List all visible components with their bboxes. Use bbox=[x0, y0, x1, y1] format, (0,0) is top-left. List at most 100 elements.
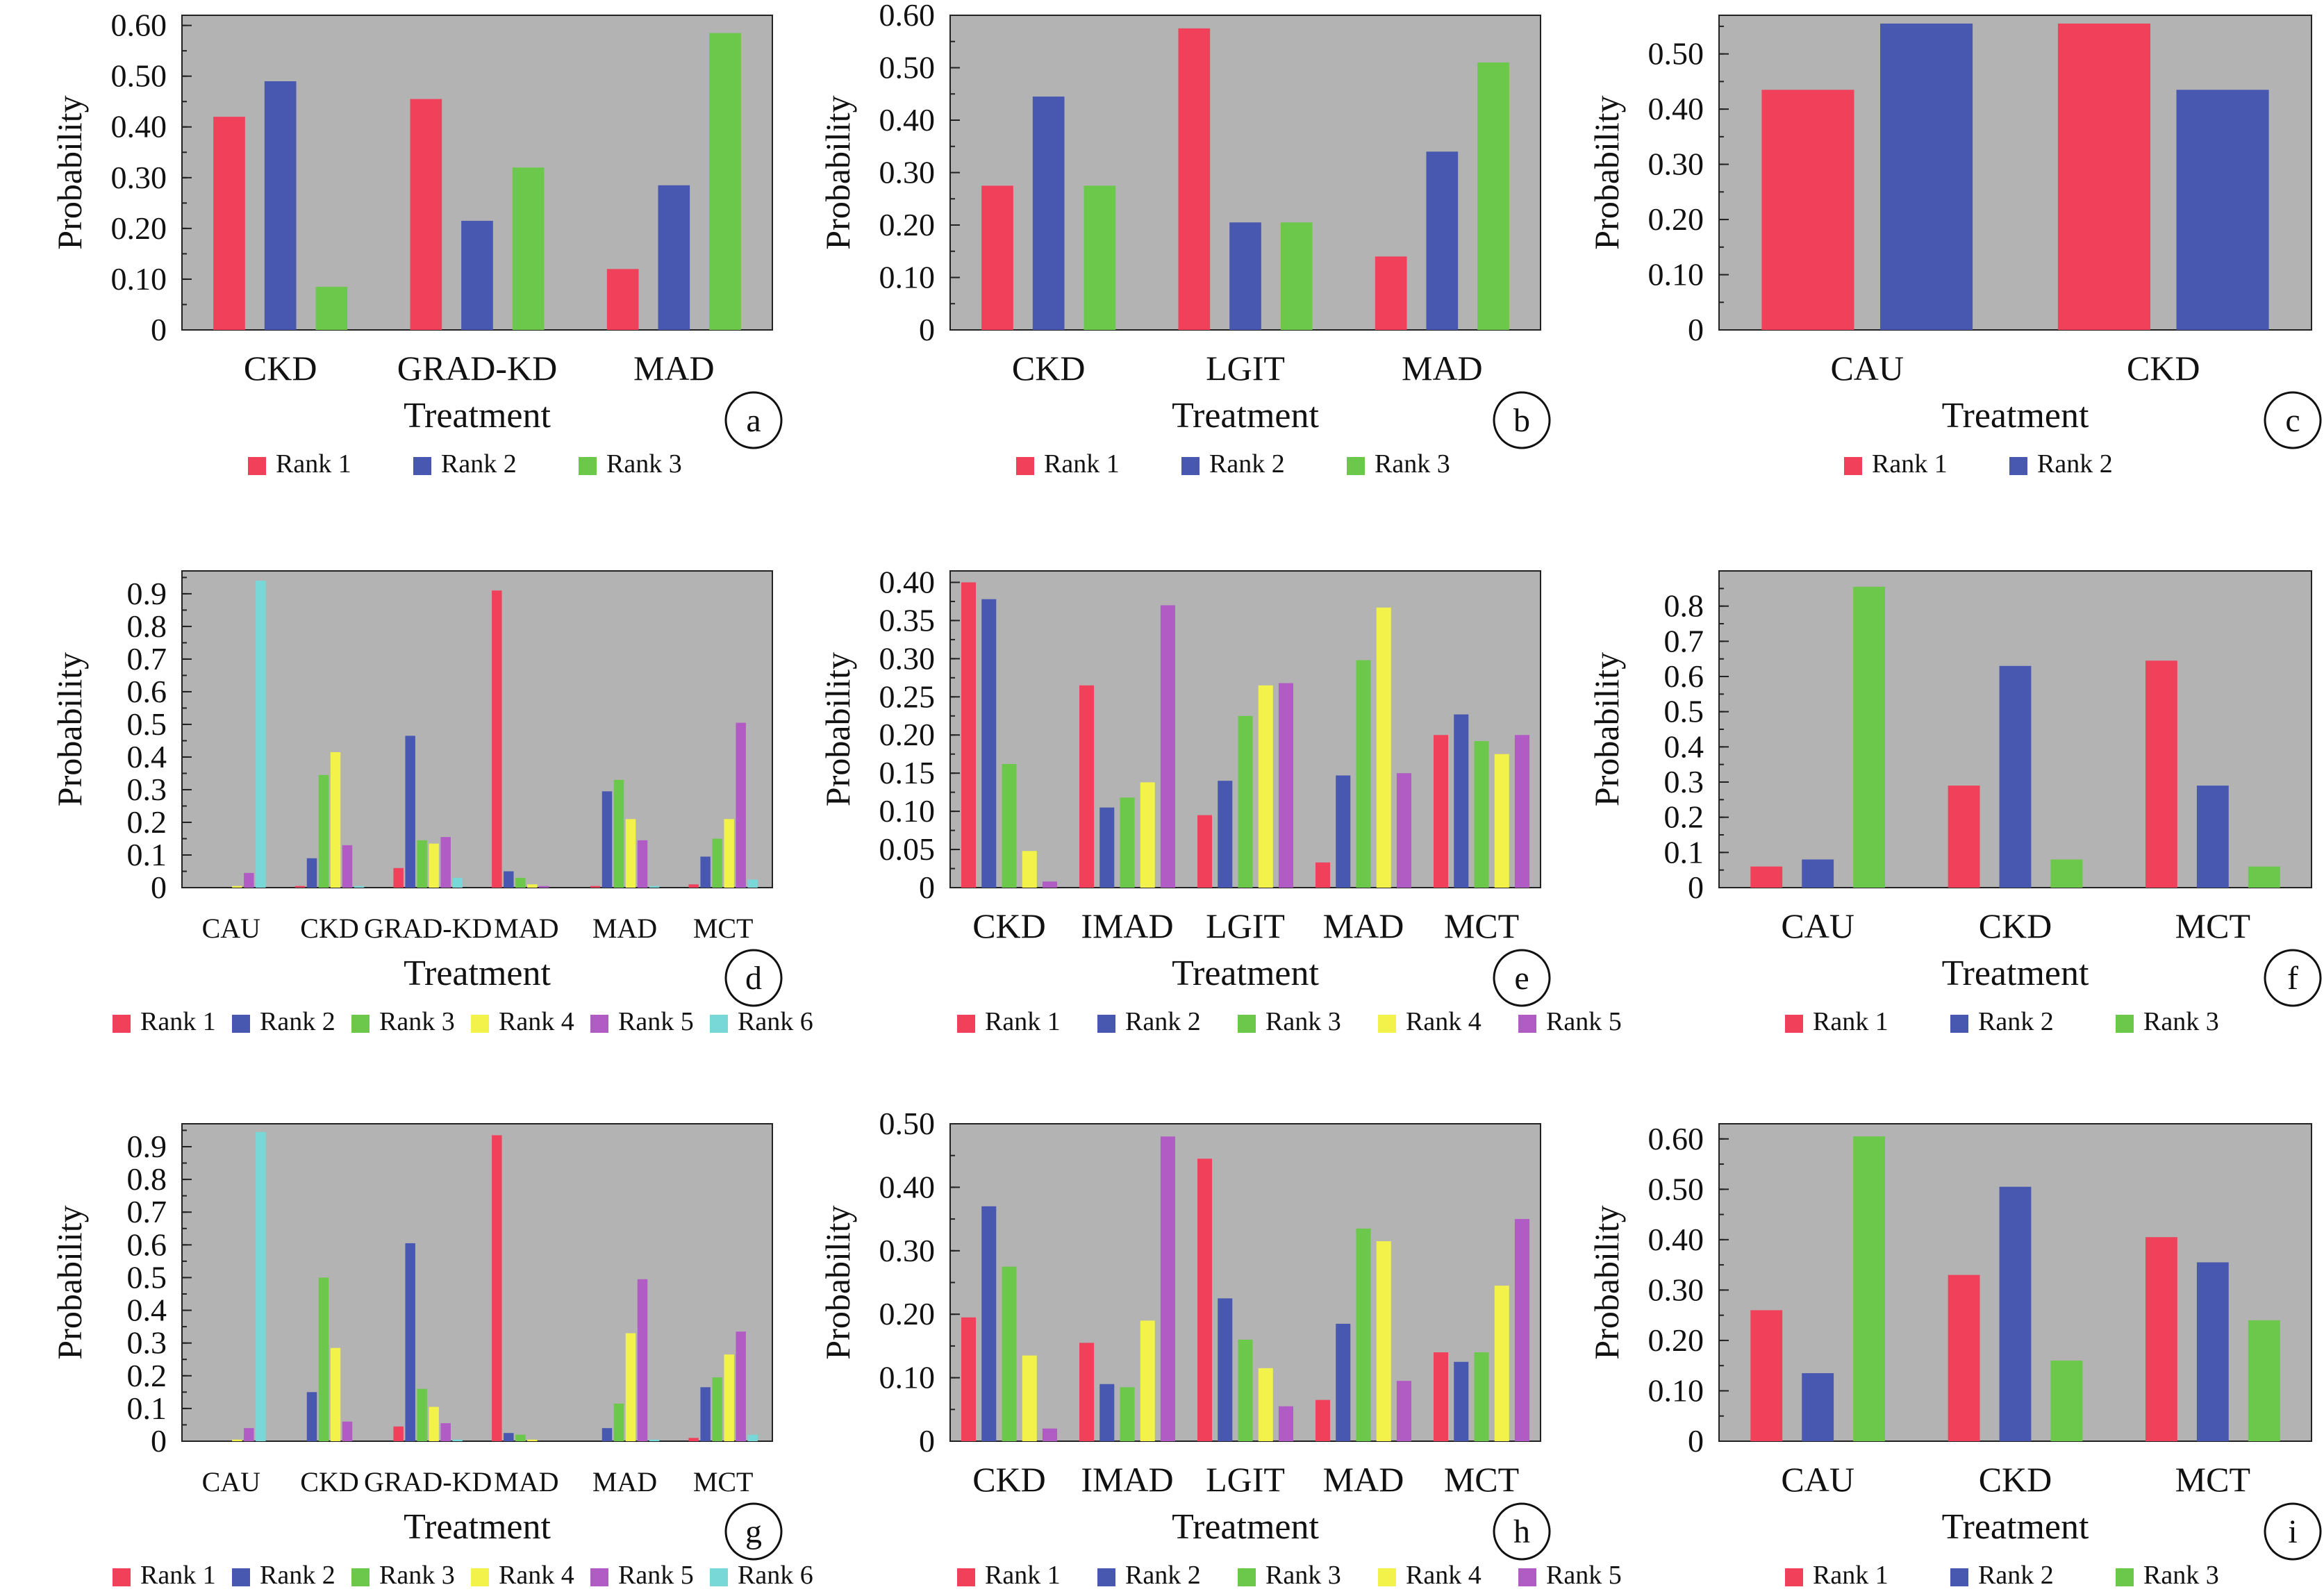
x-category-label: CKD bbox=[300, 913, 358, 944]
legend-label: Rank 2 bbox=[260, 1007, 335, 1036]
legend-label: Rank 1 bbox=[1813, 1561, 1889, 1590]
bar-rank-4-mad bbox=[1376, 607, 1391, 888]
bar-rank-5-mct bbox=[736, 722, 746, 888]
panel-label-circle bbox=[1493, 391, 1551, 449]
x-axis-title: Treatment bbox=[1942, 954, 2089, 993]
y-tick-label: 0 bbox=[919, 312, 935, 347]
bar-rank-2-mct bbox=[1454, 1361, 1469, 1441]
x-axis-title: Treatment bbox=[404, 954, 551, 993]
x-category-label: MAD bbox=[592, 1466, 657, 1497]
chart-panel-f: 00.10.20.30.40.50.60.70.8 Probability CAU C… bbox=[1587, 570, 2322, 1036]
bar-rank-5-mad bbox=[1396, 1381, 1412, 1441]
bar-rank-3-ckd bbox=[318, 774, 329, 888]
x-axis-title: Treatment bbox=[404, 1507, 551, 1547]
bar-rank-2-ckd bbox=[1032, 97, 1065, 330]
bar-rank-1-imad bbox=[1079, 1343, 1095, 1441]
legend-label: Rank 2 bbox=[1125, 1007, 1201, 1036]
y-tick-label: 0.30 bbox=[879, 640, 936, 676]
bar-rank-5-lgit bbox=[1278, 683, 1294, 888]
y-tick-label: 0.15 bbox=[879, 755, 936, 790]
y-tick-label: 0.20 bbox=[1648, 201, 1704, 237]
x-axis-title: Treatment bbox=[1942, 1507, 2089, 1547]
legend-label: Rank 3 bbox=[1265, 1007, 1341, 1036]
chart-panel-c: 0 0.10 0.20 0.30 0.40 0.50 Probability CAU CKD Tr… bbox=[1587, 15, 2322, 479]
bar-rank-2-cau bbox=[1880, 23, 1973, 330]
bar-rank-5-ckd bbox=[1042, 881, 1058, 888]
bar-rank-2-mct bbox=[700, 1387, 711, 1441]
bar-rank-5-lgit bbox=[1278, 1406, 1294, 1441]
bar-rank-4-ckd bbox=[330, 1347, 341, 1441]
legend-label: Rank 2 bbox=[441, 449, 517, 479]
bar-rank-2-cau bbox=[1802, 859, 1834, 888]
y-tick-label: 0.5 bbox=[127, 706, 167, 742]
bar-rank-2-grad-kd bbox=[461, 220, 493, 330]
legend-label: Rank 1 bbox=[276, 449, 351, 479]
bar-rank-1-cau bbox=[1750, 1310, 1783, 1441]
y-tick-label: 0.6 bbox=[127, 674, 167, 709]
x-category-label: CAU bbox=[1781, 906, 1854, 945]
bar-rank-2-mad bbox=[658, 185, 690, 330]
bar-rank-4-mct bbox=[1494, 1286, 1509, 1441]
panel-label: f bbox=[2287, 960, 2298, 997]
y-tick-label: 0 bbox=[151, 312, 167, 347]
x-axis-title: Treatment bbox=[1172, 954, 1319, 993]
y-tick-label: 0.25 bbox=[879, 679, 936, 714]
bar-rank-4-ckd bbox=[1022, 1355, 1037, 1441]
y-tick-label: 0.30 bbox=[879, 155, 936, 190]
legend-label: Rank 1 bbox=[985, 1561, 1061, 1590]
panel-label-circle bbox=[724, 391, 783, 449]
y-tick-label: 0.4 bbox=[127, 739, 167, 774]
x-category-label: GRAD-KD bbox=[397, 349, 558, 388]
bar-rank-1-mad bbox=[1315, 862, 1331, 888]
y-tick-label: 0 bbox=[151, 870, 167, 905]
y-tick-label: 0.10 bbox=[111, 261, 167, 297]
y-tick-label: 0.10 bbox=[879, 260, 936, 295]
y-tick-label: 0.7 bbox=[127, 1194, 167, 1229]
legend-swatch bbox=[2116, 1015, 2134, 1033]
legend-swatch bbox=[957, 1015, 975, 1033]
legend-swatch bbox=[710, 1568, 728, 1586]
y-tick-label: 0.2 bbox=[127, 1358, 167, 1393]
y-tick-label: 0.4 bbox=[127, 1293, 167, 1328]
bar-rank-5-mct bbox=[1514, 735, 1530, 888]
bar-rank-5-imad bbox=[1160, 1136, 1176, 1441]
legend-swatch bbox=[248, 457, 266, 475]
y-tick-label: 0.7 bbox=[127, 641, 167, 676]
y-tick-label: 0.40 bbox=[879, 564, 936, 599]
legend-label: Rank 2 bbox=[2037, 449, 2113, 479]
legend-label: Rank 1 bbox=[1872, 449, 1948, 479]
legend-label: Rank 2 bbox=[1978, 1007, 2054, 1036]
y-axis-title: Probability bbox=[818, 652, 857, 806]
x-category-label: CKD bbox=[1012, 349, 1086, 388]
bar-rank-2-ckd bbox=[306, 858, 317, 888]
y-tick-label: 0.1 bbox=[127, 1390, 167, 1426]
panel-label-circle bbox=[1493, 1502, 1551, 1561]
x-category-label: MAD bbox=[1323, 906, 1404, 945]
legend-swatch bbox=[1785, 1568, 1803, 1586]
bar-rank-2-ckd bbox=[1999, 665, 2032, 888]
bar-rank-3-imad bbox=[1120, 797, 1135, 888]
bar-rank-2-ckd bbox=[1999, 1186, 2032, 1441]
bar-rank-4-lgit bbox=[1258, 1368, 1273, 1441]
x-category-label: MCT bbox=[2175, 906, 2250, 945]
bar-rank-4-mct bbox=[724, 1354, 734, 1441]
y-tick-label: 0.3 bbox=[127, 1325, 167, 1361]
bar-rank-5-grad-kd bbox=[440, 837, 451, 888]
y-axis-title: Probability bbox=[818, 95, 857, 249]
y-tick-label: 0.60 bbox=[879, 0, 936, 33]
bar-rank-2-grad-kd bbox=[405, 736, 415, 888]
bar-rank-3-mct bbox=[712, 1377, 722, 1441]
y-axis-title: Probability bbox=[50, 95, 89, 249]
legend-swatch bbox=[1097, 1015, 1115, 1033]
plot-area bbox=[181, 570, 773, 888]
x-category-label: GRAD-KD bbox=[364, 913, 492, 944]
chart-panel-a: 0 0.10 0.20 0.30 0.40 0.50 0.60 Probability CKD G… bbox=[50, 8, 783, 479]
bar-rank-1-grad-kd bbox=[393, 867, 404, 888]
y-tick-label: 0.9 bbox=[127, 1129, 167, 1164]
bar-rank-5-grad-kd bbox=[440, 1423, 451, 1441]
bar-rank-4-mad bbox=[625, 819, 636, 888]
legend-swatch bbox=[1950, 1568, 1968, 1586]
legend-swatch bbox=[710, 1015, 728, 1033]
legend-label: Rank 1 bbox=[1044, 449, 1120, 479]
bar-rank-3-mct bbox=[1474, 741, 1489, 888]
